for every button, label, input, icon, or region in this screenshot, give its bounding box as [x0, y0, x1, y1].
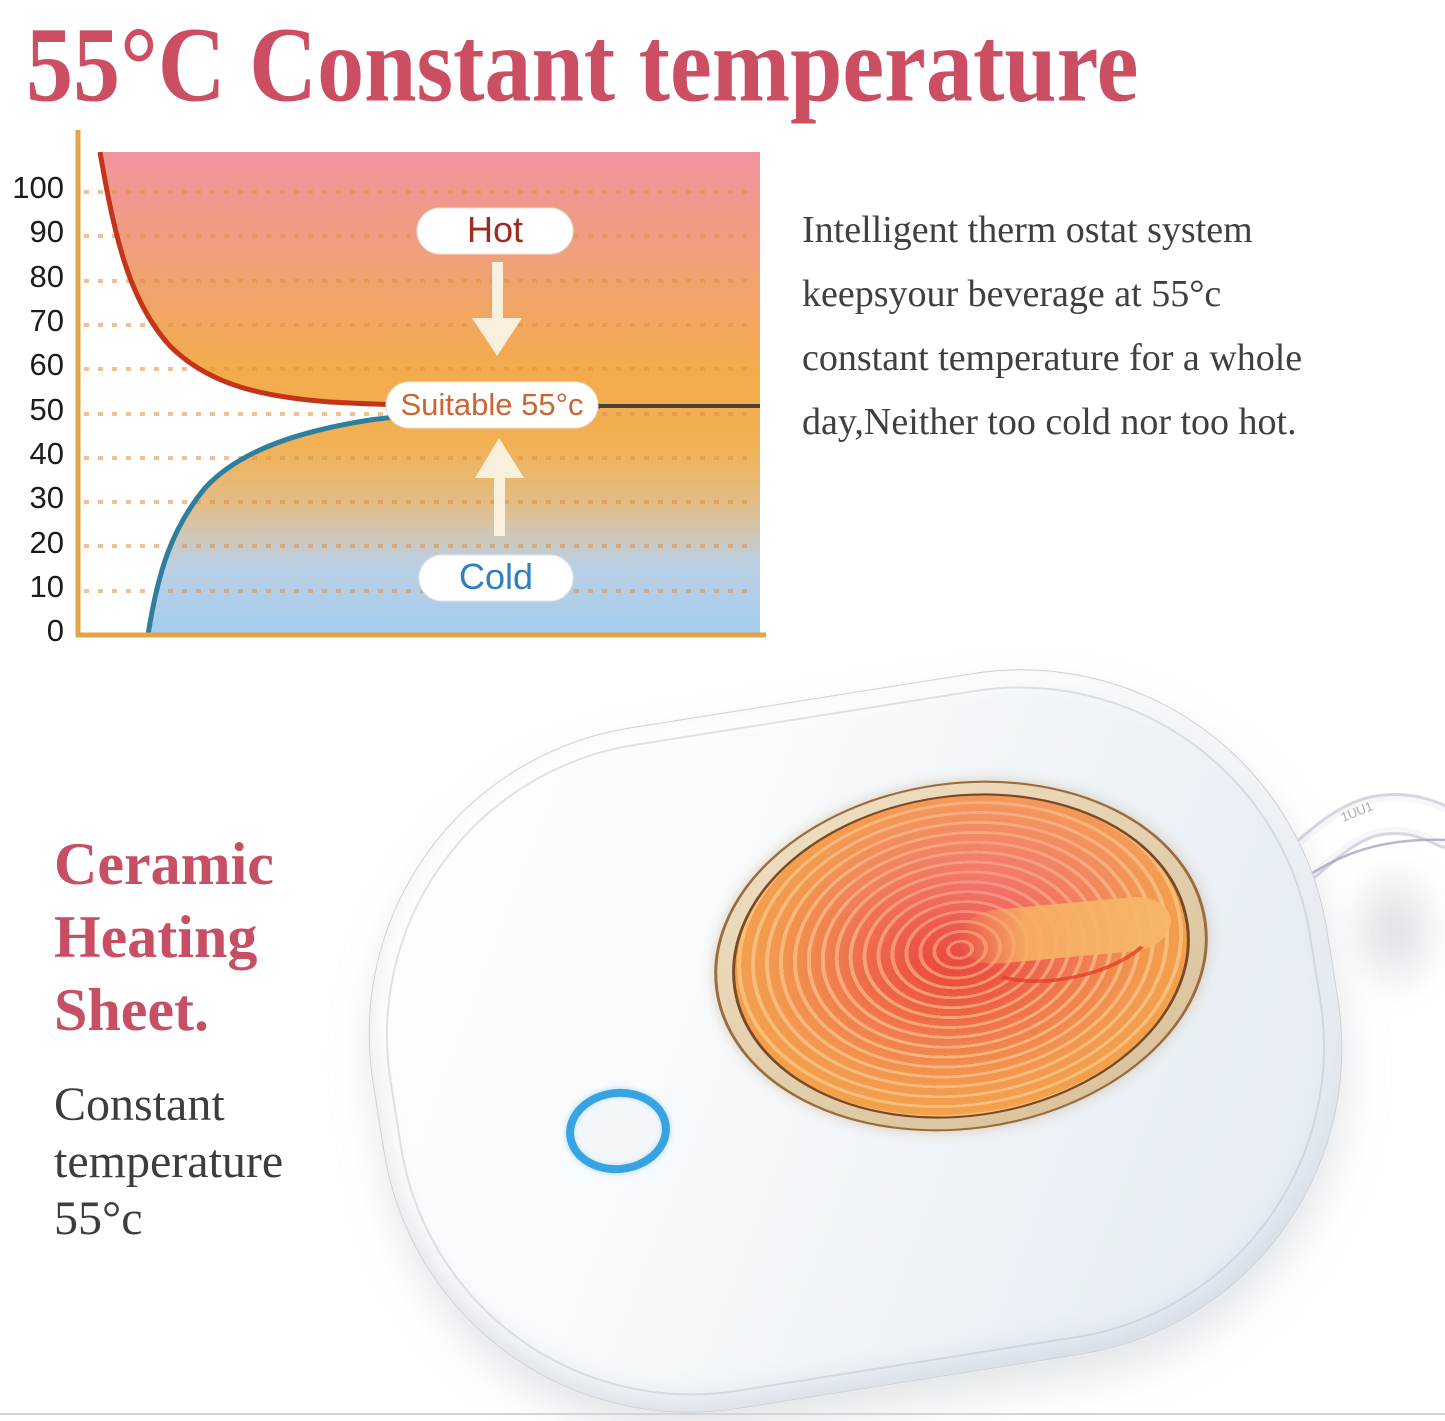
y-tick-label: 70: [30, 303, 64, 338]
product-subheading-line: Constant: [54, 1078, 225, 1131]
description-line: constant temperature for a whole: [802, 337, 1303, 379]
chart-axis: [75, 130, 766, 638]
y-tick-label: 80: [30, 259, 64, 294]
hot-label: Hot: [467, 209, 523, 250]
product-heading: Ceramic Heating Sheet.: [54, 828, 274, 1047]
y-tick-label: 0: [47, 613, 64, 648]
up-arrow-icon: [475, 438, 524, 536]
page-title: 55°C Constant temperature: [26, 4, 1139, 125]
product-subheading: Constant temperature 55°c: [54, 1076, 283, 1247]
coil-tail-line: [957, 872, 1171, 999]
product-subheading-line: 55°c: [54, 1192, 143, 1245]
y-axis-tick-labels: 100 90 80 70 60 50 40 30 20 10 0: [12, 170, 64, 648]
product-heading-line: Ceramic: [54, 831, 274, 897]
temperature-chart: 100 90 80 70 60 50 40 30 20 10 0 Hot: [12, 130, 766, 648]
cold-label: Cold: [459, 556, 533, 597]
product-heading-line: Heating: [54, 904, 258, 970]
down-arrow-icon: [472, 262, 522, 356]
y-tick-label: 10: [30, 569, 64, 604]
description-line: day,Neither too cold nor too hot.: [802, 401, 1297, 443]
cable-shadow: [1340, 855, 1445, 1005]
bottom-divider: [0, 1413, 1445, 1415]
description-text: Intelligent therm ostat system keepsyour…: [802, 198, 1422, 454]
y-tick-label: 90: [30, 214, 64, 249]
suitable-label: Suitable 55°c: [400, 387, 583, 422]
y-tick-label: 40: [30, 436, 64, 471]
cold-label-pill: Cold: [418, 554, 574, 602]
description-line: keepsyour beverage at 55°c: [802, 273, 1222, 315]
y-tick-label: 20: [30, 525, 64, 560]
hot-label-pill: Hot: [416, 207, 574, 255]
y-tick-label: 100: [12, 170, 64, 205]
suitable-label-pill: Suitable 55°c: [385, 381, 599, 429]
y-tick-label: 30: [30, 480, 64, 515]
y-tick-label: 60: [30, 347, 64, 382]
chart-gridlines: [84, 190, 756, 593]
description-line: Intelligent therm ostat system: [802, 209, 1253, 251]
y-tick-label: 50: [30, 392, 64, 427]
product-subheading-line: temperature: [54, 1135, 284, 1188]
product-heading-line: Sheet.: [54, 977, 209, 1043]
